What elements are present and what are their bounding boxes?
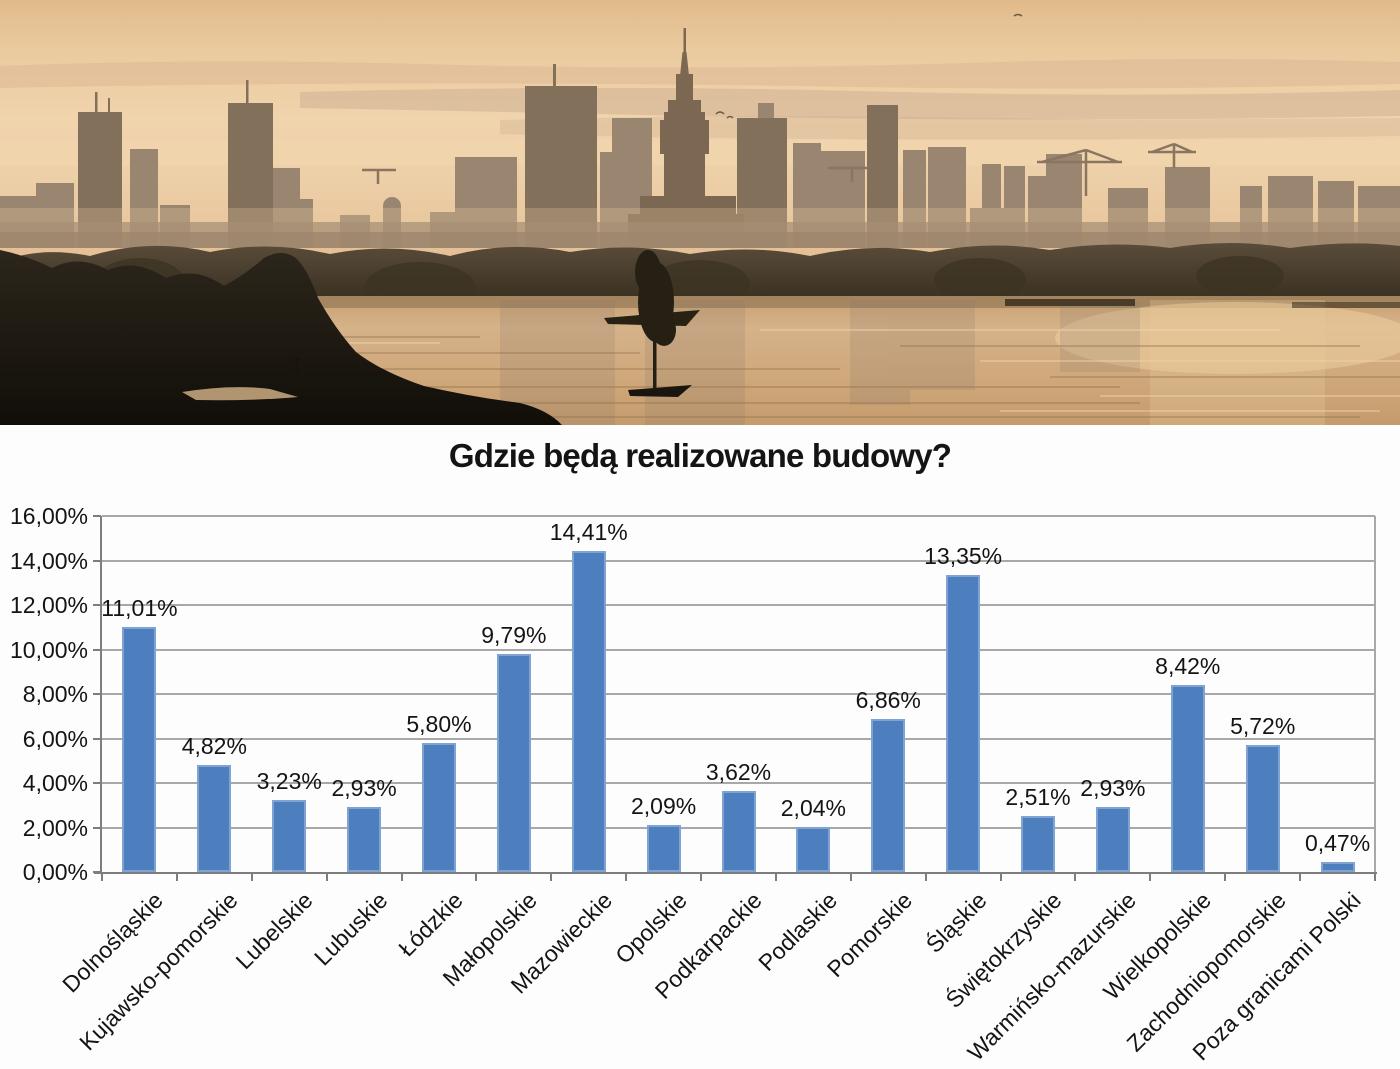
x-axis-tick bbox=[101, 874, 103, 881]
gridline bbox=[102, 737, 1375, 740]
gridline bbox=[102, 648, 1375, 651]
y-axis-tick bbox=[93, 693, 101, 695]
bar-value-label: 0,47% bbox=[1304, 829, 1371, 856]
gridline bbox=[102, 604, 1375, 606]
bar bbox=[496, 654, 531, 872]
x-axis-tick bbox=[250, 874, 253, 881]
bar bbox=[571, 551, 606, 872]
y-axis-label: 8,00% bbox=[22, 681, 88, 707]
gridline bbox=[102, 559, 1375, 562]
y-axis-tick bbox=[93, 559, 101, 562]
x-axis-category-label: Lubelskie bbox=[230, 887, 318, 975]
bar bbox=[871, 719, 906, 872]
bar bbox=[347, 806, 382, 872]
x-axis-tick bbox=[175, 874, 178, 881]
y-axis-label: 16,00% bbox=[9, 503, 88, 529]
x-axis-category-label: Lubuskie bbox=[308, 887, 393, 971]
bar bbox=[1245, 744, 1280, 872]
y-axis-label: 12,00% bbox=[9, 592, 88, 618]
y-axis-tick bbox=[93, 515, 101, 517]
bar-value-label: 2,93% bbox=[1080, 774, 1146, 801]
y-axis-label: 0,00% bbox=[22, 859, 88, 885]
x-axis-tick bbox=[475, 874, 478, 881]
chart-title: Gdzie będą realizowane budowy? bbox=[448, 437, 952, 474]
x-axis-tick bbox=[1074, 874, 1077, 881]
bar bbox=[122, 627, 157, 872]
bar-chart: Gdzie będą realizowane budowy? 0,00% 2,00… bbox=[0, 425, 1400, 1069]
bar-value-label: 2,51% bbox=[1005, 784, 1071, 811]
bar bbox=[1021, 816, 1056, 872]
warsaw-skyline-photo bbox=[0, 0, 1400, 425]
x-axis-tick bbox=[1149, 874, 1152, 881]
x-axis-line bbox=[94, 872, 1377, 874]
gridline bbox=[102, 782, 1375, 784]
bar-value-label: 9,79% bbox=[481, 622, 547, 649]
y-axis-tick bbox=[93, 737, 101, 740]
bar bbox=[197, 764, 232, 872]
bar bbox=[1095, 806, 1130, 872]
bar bbox=[796, 826, 831, 872]
y-axis-tick bbox=[93, 782, 101, 784]
gridline bbox=[102, 693, 1375, 695]
x-axis-tick bbox=[1374, 874, 1376, 881]
bar-value-label: 3,62% bbox=[705, 759, 772, 786]
bar-value-label: 5,80% bbox=[406, 710, 472, 737]
bar bbox=[946, 574, 981, 872]
x-axis-tick bbox=[849, 874, 852, 881]
x-axis-tick bbox=[924, 874, 927, 881]
gridline bbox=[102, 515, 1375, 517]
bar-value-label: 6,86% bbox=[855, 687, 921, 714]
bar bbox=[421, 742, 456, 872]
y-axis-label: 4,00% bbox=[22, 770, 88, 796]
x-axis-tick bbox=[999, 874, 1002, 881]
x-axis-tick bbox=[325, 874, 328, 881]
y-axis-label: 6,00% bbox=[22, 725, 88, 752]
bar-value-label: 5,72% bbox=[1230, 712, 1296, 739]
x-axis-tick bbox=[1224, 874, 1227, 881]
x-axis-tick bbox=[625, 874, 628, 881]
skyline-sunrise-illustration bbox=[0, 0, 1400, 425]
x-axis-tick bbox=[700, 874, 703, 881]
y-axis-label: 14,00% bbox=[9, 547, 88, 574]
x-axis-tick bbox=[1299, 874, 1302, 881]
y-axis-tick bbox=[93, 871, 101, 873]
y-axis-line bbox=[100, 516, 102, 874]
bar bbox=[1320, 861, 1355, 872]
bar bbox=[646, 825, 681, 872]
bar bbox=[1170, 684, 1205, 872]
plot-border-right bbox=[1374, 516, 1376, 872]
bar-value-label: 4,82% bbox=[181, 732, 247, 759]
bar-value-label: 2,93% bbox=[331, 774, 397, 801]
bar-value-label: 2,09% bbox=[631, 793, 697, 820]
bar-value-label: 3,23% bbox=[256, 768, 322, 795]
y-axis-label: 2,00% bbox=[22, 814, 88, 841]
bar-value-label: 8,42% bbox=[1155, 652, 1221, 679]
x-axis-tick bbox=[550, 874, 553, 881]
x-axis-tick bbox=[400, 874, 403, 881]
bar bbox=[721, 791, 756, 872]
bar-value-label: 14,41% bbox=[549, 519, 628, 546]
x-axis-category-label: Śląskie bbox=[920, 887, 992, 958]
y-axis-tick bbox=[93, 604, 101, 606]
bar-value-label: 11,01% bbox=[101, 595, 178, 622]
y-axis-tick bbox=[93, 826, 101, 829]
bar-value-label: 2,04% bbox=[780, 794, 846, 821]
y-axis-label: 10,00% bbox=[9, 636, 88, 663]
x-axis-tick bbox=[774, 874, 777, 881]
bar bbox=[272, 800, 307, 872]
bar-value-label: 13,35% bbox=[924, 542, 1003, 569]
y-axis-tick bbox=[93, 648, 101, 651]
x-axis-category-label: Łódzkie bbox=[392, 887, 468, 962]
